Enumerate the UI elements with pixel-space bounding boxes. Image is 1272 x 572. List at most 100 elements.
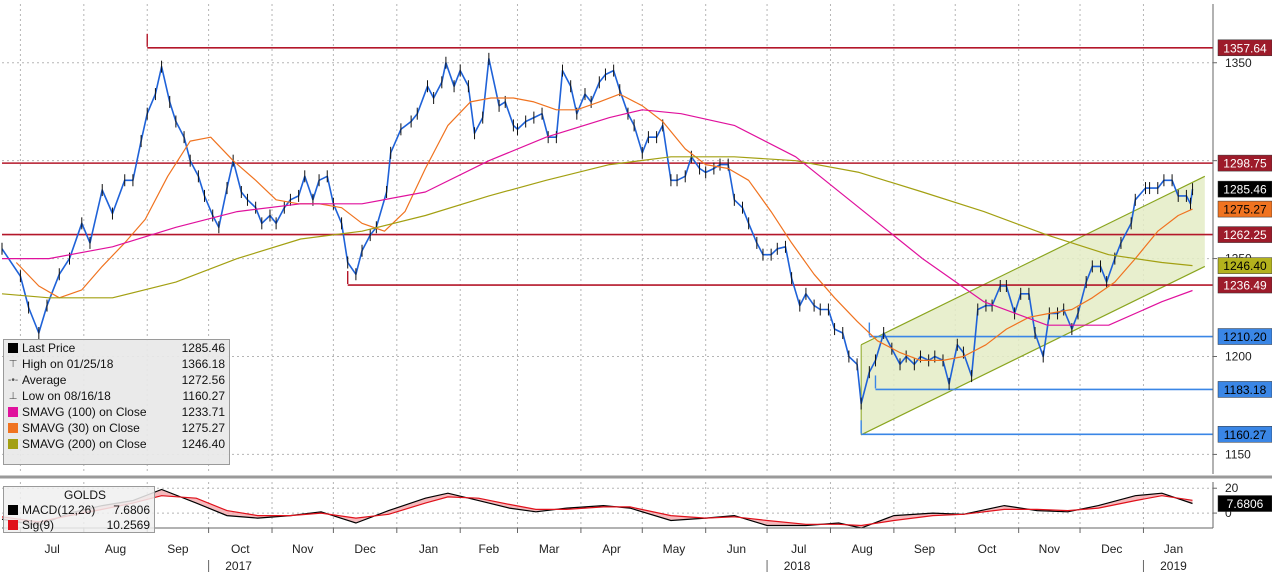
macd-plot-area: [2, 482, 1213, 528]
legend-value: 1160.27: [182, 389, 226, 403]
macd-legend-title: GOLDS: [4, 487, 154, 502]
series-line-smavg-30-on-close: [15, 93, 1193, 361]
right-label-box: [1217, 226, 1272, 243]
legend-swatch: [8, 423, 18, 433]
legend-row-low: ⊥ Low on 08/16/18 1160.27: [4, 388, 229, 404]
legend-value: 10.2569: [106, 517, 150, 532]
right-label-box: [1217, 154, 1272, 172]
right-label: 1298.75: [1223, 157, 1267, 171]
axes: 11501200125013001350020JulAugSepOctNovDe…: [2, 4, 1252, 572]
legend-swatch: [8, 439, 18, 449]
right-label-box: [1217, 39, 1272, 57]
legend-value: 7.6806: [113, 502, 150, 517]
legend-swatch: [8, 504, 18, 515]
y-tick-label: 1200: [1225, 350, 1252, 364]
legend-label: Low on 08/16/18: [22, 389, 111, 403]
ticker-label: GOLDS: [64, 487, 107, 502]
right-label-box: [1217, 381, 1272, 398]
year-label: 2017: [225, 559, 252, 572]
right-label-box: [1217, 276, 1272, 294]
legend-swatch: [8, 519, 18, 530]
series-line-smavg-200-on-close: [1, 156, 1193, 299]
x-tick-label: Jun: [727, 542, 746, 556]
x-tick-label: May: [663, 542, 686, 556]
trend-channel: [860, 175, 1206, 436]
right-label: 1262.25: [1223, 228, 1267, 242]
x-tick-label: Dec: [1101, 542, 1122, 556]
right-label: 1285.46: [1223, 183, 1267, 197]
macd-fill: [2, 489, 1193, 528]
legend-label: SMAVG (30) on Close: [22, 421, 140, 435]
legend-row-average: -•- Average 1272.56: [4, 372, 229, 388]
right-label-box: [1217, 257, 1272, 274]
legend-label: High on 01/25/18: [22, 357, 114, 371]
right-label: 1236.49: [1223, 279, 1267, 293]
right-value-labels: 1357.64 1298.75 1285.46 1275.27 1262.25 1246.…: [1217, 39, 1272, 512]
legend-row-smavg-200: SMAVG (200) on Close 1246.40: [4, 436, 229, 452]
macd-legend-row-macd: MACD(12,26) 7.6806: [4, 502, 154, 517]
x-tick-label: Oct: [978, 542, 997, 556]
year-label: 2019: [1160, 559, 1187, 572]
macd-y-tick-label: 0: [1225, 506, 1232, 520]
x-tick-label: Aug: [851, 542, 872, 556]
legend-swatch: [8, 407, 18, 417]
legend-label: SMAVG (200) on Close: [22, 437, 147, 451]
legend-label: Average: [22, 373, 67, 387]
series-line-smavg-100-on-close: [2, 109, 1193, 326]
legend-label: Sig(9): [22, 517, 55, 532]
legend-value: 1275.27: [181, 421, 225, 435]
high-marker-icon: ⊤: [8, 358, 18, 370]
channel-upper-line: [860, 175, 1206, 346]
x-tick-label: Sep: [914, 542, 936, 556]
x-tick-label: Dec: [354, 542, 375, 556]
x-tick-label: Nov: [292, 542, 313, 556]
macd-legend-row-signal: Sig(9) 10.2569: [4, 517, 154, 532]
legend-value: 1246.40: [181, 437, 225, 451]
right-label-box: [1217, 200, 1272, 218]
legend-value: 1272.56: [181, 373, 225, 387]
year-label: 2018: [784, 559, 811, 572]
x-tick-label: Aug: [105, 542, 126, 556]
x-tick-label: Oct: [231, 542, 250, 556]
right-label: 1183.18: [1224, 383, 1267, 397]
x-tick-label: Jul: [791, 542, 806, 556]
x-tick-label: Jan: [1164, 542, 1183, 556]
legend-label: Last Price: [22, 341, 76, 355]
horizontal-levels: [2, 33, 1213, 436]
x-tick-label: Mar: [539, 542, 560, 556]
legend-row-smavg-30: SMAVG (30) on Close 1275.27: [4, 420, 229, 436]
right-label: 1357.64: [1223, 41, 1267, 55]
right-label: 1275.27: [1223, 203, 1267, 217]
macd-panel: [1, 488, 1193, 529]
legend-label: MACD(12,26): [22, 502, 96, 517]
x-tick-label: Jan: [419, 542, 438, 556]
legend-row-high: ⊤ High on 01/25/18 1366.18: [4, 356, 229, 372]
right-label-box: [1217, 180, 1272, 198]
right-label: 1160.27: [1224, 428, 1267, 442]
x-tick-label: Feb: [479, 542, 500, 556]
right-label: 1210.20: [1223, 330, 1267, 344]
legend-label: SMAVG (100) on Close: [22, 405, 147, 419]
x-tick-label: Nov: [1039, 542, 1060, 556]
right-label: 1246.40: [1223, 259, 1267, 273]
right-label-box: [1217, 328, 1272, 345]
legend-row-smavg-100: SMAVG (100) on Close 1233.71: [4, 404, 229, 420]
macd-y-tick-label: 20: [1225, 481, 1239, 495]
y-tick-label: 1150: [1225, 447, 1251, 461]
macd-line-macd-12-26-: [1, 488, 1193, 529]
average-marker-icon: -•-: [8, 374, 19, 386]
right-label-box: [1217, 426, 1272, 443]
x-tick-label: Apr: [602, 542, 621, 556]
price-series: [1, 52, 1194, 410]
legend-value: 1285.46: [181, 341, 225, 355]
macd-legend: GOLDS MACD(12,26) 7.6806 Sig(9) 10.2569: [3, 486, 155, 533]
low-marker-icon: ⊥: [8, 390, 18, 402]
price-legend: Last Price 1285.46 ⊤ High on 01/25/18 13…: [3, 339, 230, 465]
channel-lower-line: [860, 265, 1206, 436]
x-tick-label: Jul: [44, 542, 59, 556]
macd-right-label: 7.6806: [1227, 497, 1264, 511]
y-tick-label: 1350: [1225, 56, 1252, 70]
macd-line-sig-9-: [1, 495, 1193, 527]
macd-right-label-box: [1217, 495, 1272, 512]
